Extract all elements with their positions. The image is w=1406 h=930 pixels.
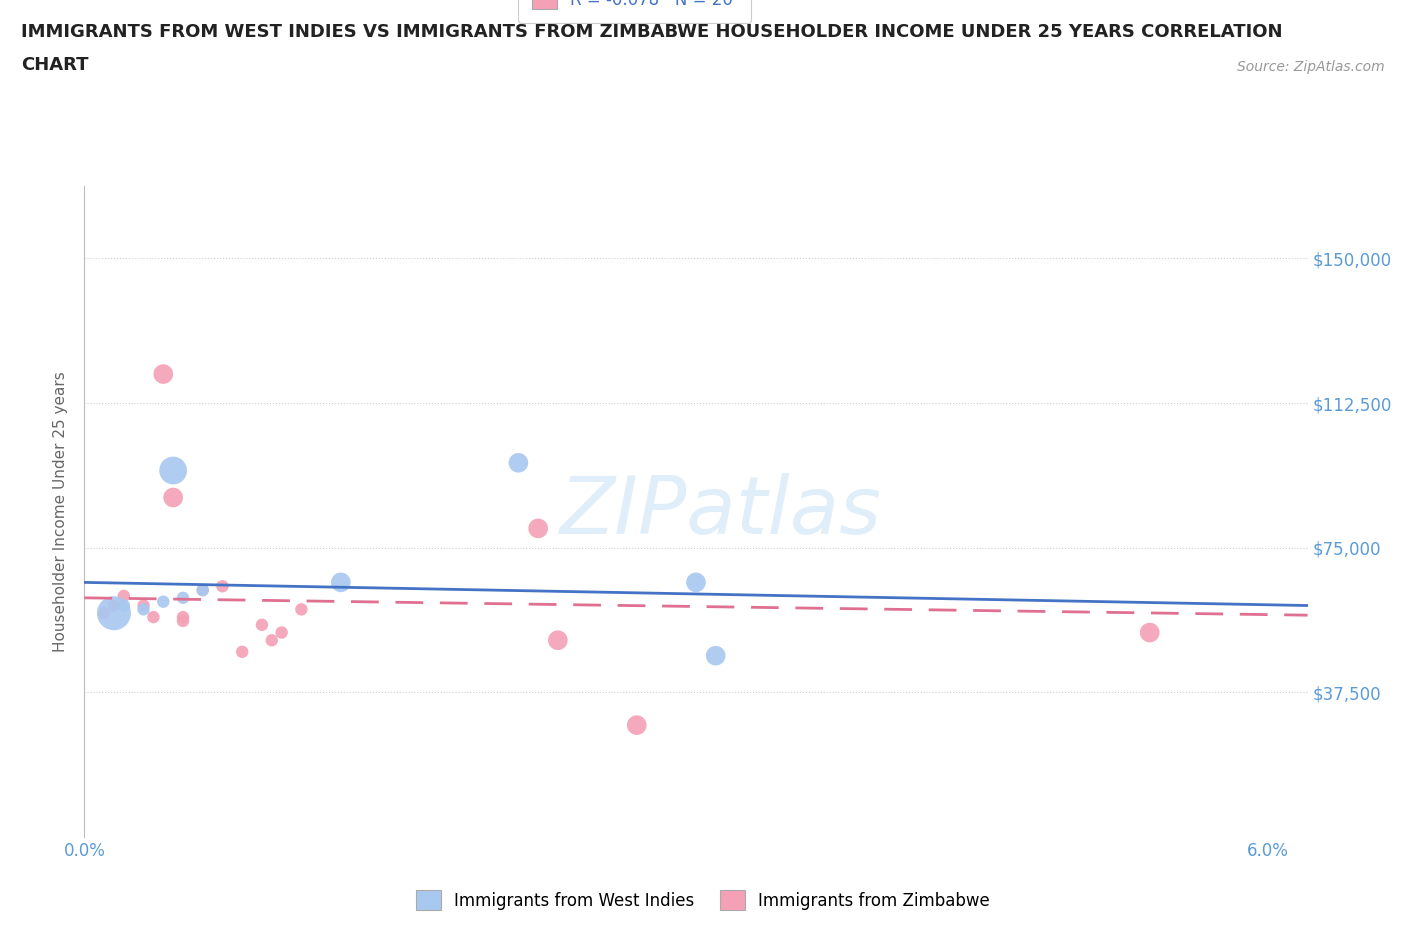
Point <box>152 366 174 381</box>
Point <box>152 594 174 609</box>
Point <box>162 490 184 505</box>
Text: Source: ZipAtlas.com: Source: ZipAtlas.com <box>1237 60 1385 74</box>
Point <box>211 578 233 593</box>
Point <box>132 598 155 613</box>
Point <box>290 602 312 617</box>
Point <box>270 625 292 640</box>
Point <box>685 575 707 590</box>
Point <box>142 610 165 625</box>
Point <box>112 598 135 613</box>
Point <box>162 463 184 478</box>
Text: CHART: CHART <box>21 56 89 73</box>
Point <box>508 456 530 471</box>
Legend: Immigrants from West Indies, Immigrants from Zimbabwe: Immigrants from West Indies, Immigrants … <box>409 884 997 917</box>
Point <box>103 605 125 620</box>
Point <box>1139 625 1161 640</box>
Point <box>103 598 125 613</box>
Point <box>132 602 155 617</box>
Point <box>626 718 648 733</box>
Point <box>191 583 214 598</box>
Legend: R = -0.098   N =  11, R = -0.078   N = 20: R = -0.098 N = 11, R = -0.078 N = 20 <box>519 0 751 22</box>
Point <box>93 605 115 620</box>
Point <box>329 575 352 590</box>
Text: ZIPatlas: ZIPatlas <box>560 472 882 551</box>
Point <box>112 589 135 604</box>
Point <box>704 648 727 663</box>
Point <box>250 618 273 632</box>
Point <box>172 610 194 625</box>
Point <box>260 632 283 647</box>
Point <box>172 614 194 629</box>
Text: IMMIGRANTS FROM WEST INDIES VS IMMIGRANTS FROM ZIMBABWE HOUSEHOLDER INCOME UNDER: IMMIGRANTS FROM WEST INDIES VS IMMIGRANT… <box>21 23 1282 41</box>
Point <box>191 583 214 598</box>
Point <box>231 644 253 659</box>
Point <box>547 632 569 647</box>
Point <box>172 591 194 605</box>
Y-axis label: Householder Income Under 25 years: Householder Income Under 25 years <box>53 371 69 652</box>
Point <box>527 521 550 536</box>
